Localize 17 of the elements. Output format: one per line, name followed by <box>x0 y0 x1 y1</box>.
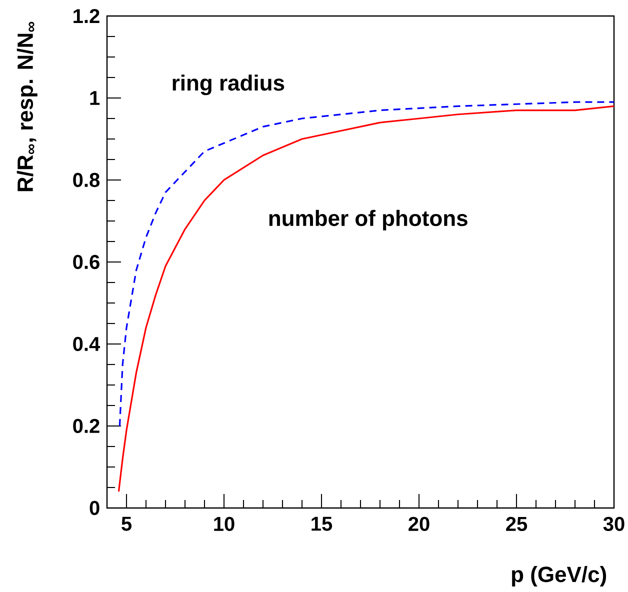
x-tick-label: 30 <box>603 516 624 532</box>
y-tick-label: 0.8 <box>73 172 100 188</box>
y-tick-label: 0.6 <box>73 254 100 270</box>
y-tick-label: 0.4 <box>73 336 100 352</box>
x-tick-label: 5 <box>122 516 132 531</box>
y-axis-title: R/R$_{∞}$, resp. N/N$_{∞}$ <box>16 22 38 192</box>
x-tick-label: 20 <box>408 516 430 532</box>
y-tick-label: 1 <box>90 91 100 105</box>
x-tick-label: 15 <box>312 516 332 531</box>
x-tick-label: 25 <box>506 516 528 532</box>
y-tick-label: 0 <box>90 500 100 516</box>
y-tick-label: 1.2 <box>74 9 100 23</box>
series-label: ring radius <box>172 74 284 96</box>
y-tick-label: 0.2 <box>73 418 100 434</box>
x-tick-label: 10 <box>214 516 234 532</box>
x-axis-title: p (GeV/c) <box>512 566 606 587</box>
text: number of photons <box>269 210 468 230</box>
